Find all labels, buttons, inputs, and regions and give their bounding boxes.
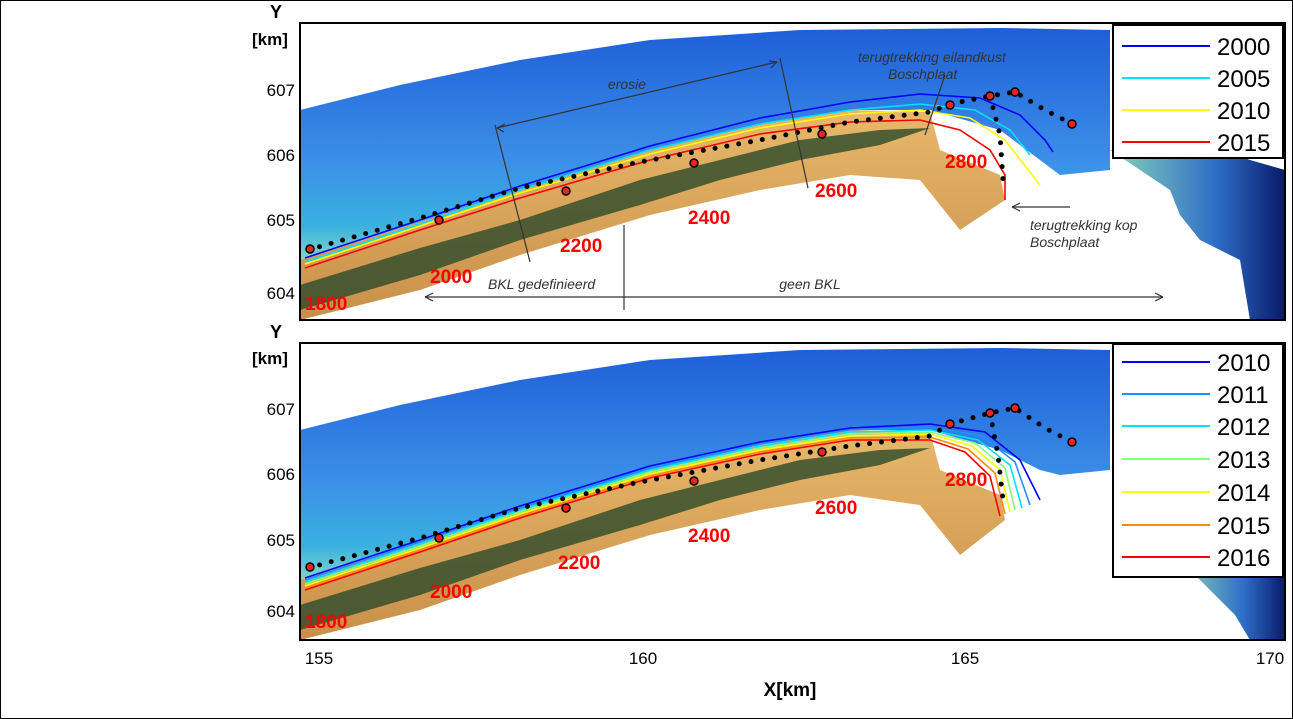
bottom-y-tick-605: 605: [267, 531, 295, 550]
contour-2005: [304, 103, 1031, 263]
legend-label-b-2013: 2013: [1217, 447, 1270, 474]
annotation-retreat-head-2: Boschplaat: [1030, 234, 1100, 250]
bottom-km-1800: 1800: [305, 612, 347, 633]
legend-label-2000: 2000: [1217, 34, 1270, 61]
contour-2015: [304, 119, 1006, 269]
top-panel: Y [km] 607 606 605 604 1800 2000 2200 24…: [252, 2, 1286, 321]
top-km-2600: 2600: [815, 181, 857, 202]
bottom-km-2200: 2200: [558, 553, 600, 574]
bottom-y-tick-606: 606: [267, 465, 295, 484]
bottom-y-tick-604: 604: [267, 602, 295, 621]
contour-2016-b: [304, 439, 1001, 591]
x-tick-170: 170: [1256, 649, 1284, 668]
top-y-tick-606: 606: [267, 146, 295, 165]
bottom-km-2400: 2400: [688, 526, 730, 547]
top-map-raster: [300, 28, 1285, 320]
top-axes-box: [299, 22, 1286, 321]
top-legend: 2000 2005 2010 2015: [1112, 24, 1284, 159]
top-km-2000: 2000: [430, 267, 472, 288]
contour-2012-b: [304, 429, 1023, 583]
contour-2014-b: [304, 433, 1011, 587]
top-km-2200: 2200: [560, 236, 602, 257]
contour-2010: [304, 109, 1041, 265]
bottom-legend: 2010 2011 2012 2013 2014 2015 2016: [1112, 343, 1284, 578]
legend-label-b-2010: 2010: [1217, 350, 1270, 377]
annotation-bkl-defined: BKL gedefinieerd: [488, 276, 596, 292]
vegetation-area-bottom: [300, 448, 930, 630]
top-y-tick-607: 607: [267, 81, 295, 100]
bottom-km-2000: 2000: [430, 582, 472, 603]
transect-dots-tail-bottom: [987, 410, 1006, 503]
east-water: [1110, 140, 1285, 320]
highlight-dots: [305, 87, 1077, 254]
x-tick-165: 165: [951, 649, 979, 668]
bottom-y-tick-607: 607: [267, 400, 295, 419]
legend-label-2010: 2010: [1217, 98, 1270, 125]
annotation-retreat-coast-2: Boschplaat: [888, 66, 958, 82]
top-y-axis-unit: [km]: [252, 30, 288, 49]
water-area-bottom: [300, 348, 1110, 580]
annotation-lines: [424, 57, 1164, 310]
transect-dots: [305, 89, 1075, 253]
bottom-y-axis-unit: [km]: [252, 349, 288, 368]
top-km-2400: 2400: [688, 208, 730, 229]
legend-label-b-2014: 2014: [1217, 480, 1270, 507]
legend-label-2005: 2005: [1217, 66, 1270, 93]
bottom-panel: Y [km] 607 606 605 604 1800 2000 2200 24…: [252, 322, 1286, 701]
annotation-retreat-coast-1: terugtrekking eilandkust: [858, 49, 1007, 65]
annotation-erosie: erosie: [608, 76, 646, 92]
contour-2013-b: [304, 431, 1016, 585]
top-km-1800: 1800: [305, 294, 347, 315]
sand-area: [300, 110, 1005, 320]
annotation-no-bkl: geen BKL: [779, 276, 841, 292]
annotation-retreat-head-1: terugtrekking kop: [1030, 217, 1138, 233]
legend-label-2015: 2015: [1217, 130, 1270, 157]
x-tick-160: 160: [629, 649, 657, 668]
transect-dots-tail: [987, 93, 1006, 183]
bottom-axes-box: [299, 342, 1286, 641]
vegetation-area: [300, 128, 930, 310]
legend-label-b-2011: 2011: [1217, 382, 1269, 409]
top-y-axis-label: Y: [270, 2, 282, 22]
contour-2015-b: [304, 436, 1006, 589]
sand-area-bottom: [300, 430, 1005, 640]
legend-label-b-2015: 2015: [1217, 513, 1270, 540]
transect-dots-bottom: [305, 405, 1075, 571]
bottom-km-2800: 2800: [945, 470, 987, 491]
legend-label-b-2012: 2012: [1217, 414, 1270, 441]
bottom-y-axis-label: Y: [270, 322, 282, 342]
x-tick-155: 155: [305, 649, 333, 668]
legend-label-b-2016: 2016: [1217, 545, 1270, 572]
top-y-tick-604: 604: [267, 284, 295, 303]
highlight-dots-bottom: [305, 403, 1077, 572]
contour-2000: [304, 93, 1054, 259]
x-axis-label: X[km]: [764, 680, 817, 701]
bottom-km-2600: 2600: [815, 498, 857, 519]
top-y-tick-605: 605: [267, 211, 295, 230]
water-area: [300, 28, 1110, 260]
top-km-2800: 2800: [945, 152, 987, 173]
